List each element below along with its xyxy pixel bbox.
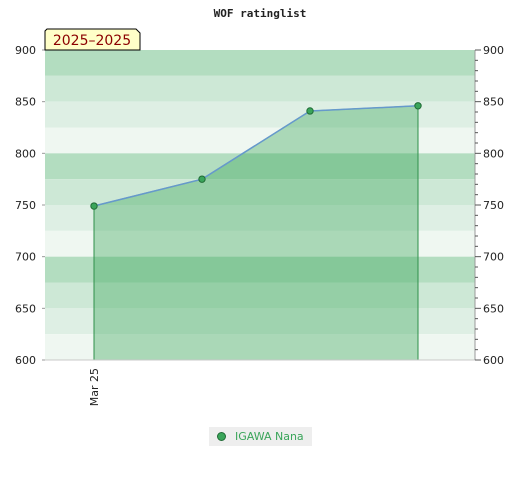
data-point <box>306 107 314 115</box>
right-y-tick-label: 650 <box>483 302 504 315</box>
background-band <box>45 75 475 102</box>
background-band <box>45 205 475 231</box>
left-y-tick-label: 750 <box>15 199 36 212</box>
left-y-tick-label: 650 <box>15 302 36 315</box>
background-band <box>45 127 475 154</box>
left-y-tick-label: 800 <box>15 147 36 160</box>
right-y-tick-label: 800 <box>483 147 504 160</box>
chart-title: WOF ratinglist <box>214 7 307 20</box>
legend[interactable]: IGAWA Nana <box>209 427 312 446</box>
x-tick-label: Mar 25 <box>88 368 101 406</box>
background-band <box>45 50 475 76</box>
right-y-tick-label: 750 <box>483 199 504 212</box>
background-band <box>45 153 475 180</box>
right-y-tick-label: 850 <box>483 96 504 109</box>
left-y-tick-label: 700 <box>15 251 36 264</box>
left-y-tick-label: 850 <box>15 96 36 109</box>
date-range-badge-frame <box>44 28 141 51</box>
data-point <box>198 175 206 183</box>
right-y-tick-label: 700 <box>483 251 504 264</box>
background-band <box>45 230 475 257</box>
axes <box>42 49 481 361</box>
background-band <box>45 308 475 335</box>
data-point <box>90 202 98 210</box>
left-y-tick-label: 600 <box>15 354 36 367</box>
right-y-tick-label: 600 <box>483 354 504 367</box>
background-band <box>45 256 475 283</box>
date-range-label: 2025–2025 <box>53 33 131 49</box>
series-line <box>93 105 419 207</box>
legend-marker-icon <box>217 432 226 441</box>
right-y-tick-label: 900 <box>483 44 504 57</box>
legend-label: IGAWA Nana <box>235 430 304 443</box>
date-range-badge: 2025–2025 <box>44 28 141 51</box>
data-point <box>414 102 422 110</box>
tick-labels: 600 600 650 650 700 700 750 750 800 800 850 850 900 9… <box>15 44 504 406</box>
background-band <box>45 334 475 360</box>
left-y-tick-label: 900 <box>15 44 36 57</box>
background-bands <box>45 50 475 360</box>
background-band <box>45 282 475 309</box>
